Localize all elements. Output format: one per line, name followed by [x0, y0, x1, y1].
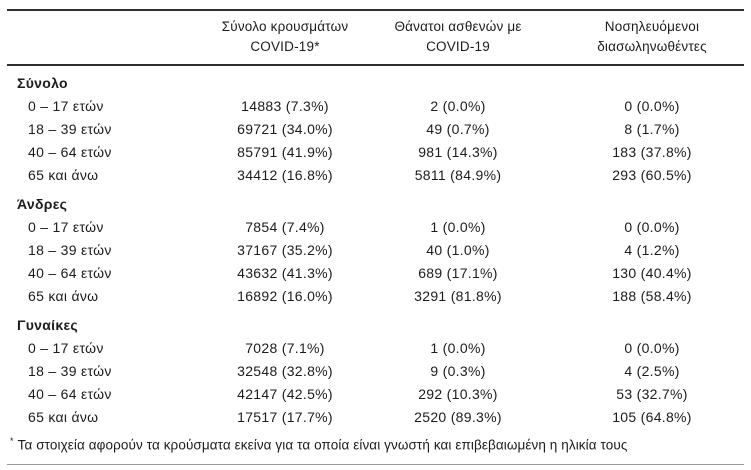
deaths-cell: 1 (0.0%) — [430, 340, 486, 356]
age-group-label: 0 – 17 ετών — [28, 340, 104, 356]
header-intubated-line1: Νοσηλευόμενοι — [604, 19, 700, 34]
deaths-cell: 1 (0.0%) — [430, 219, 486, 235]
cases-cell: 34412 (16.8%) — [237, 167, 333, 183]
deaths-cell: 981 (14.3%) — [418, 144, 498, 160]
header-row: Σύνολο κρουσμάτων COVID-19* Θάνατοι ασθε… — [7, 10, 744, 66]
deaths-cell: 40 (1.0%) — [426, 242, 490, 258]
age-group-label: 40 – 64 ετών — [28, 386, 112, 402]
section-label: Άνδρες — [17, 196, 68, 212]
table-footnote: * Τα στοιχεία αφορούν τα κρούσματα εκείνα… — [7, 429, 744, 465]
deaths-cell: 2 (0.0%) — [430, 98, 486, 114]
covid-age-sex-table: Σύνολο κρουσμάτων COVID-19* Θάνατοι ασθε… — [7, 9, 744, 429]
cases-cell: 7854 (7.4%) — [245, 219, 325, 235]
cases-cell: 85791 (41.9%) — [237, 144, 333, 160]
intubated-cell: 188 (58.4%) — [612, 288, 692, 304]
cases-cell: 69721 (34.0%) — [237, 121, 333, 137]
age-group-label: 40 – 64 ετών — [28, 265, 112, 281]
age-group-label: 65 και άνω — [28, 288, 99, 304]
section-header-total: Σύνολο — [7, 65, 744, 95]
intubated-cell: 0 (0.0%) — [624, 340, 680, 356]
age-group-label: 65 και άνω — [28, 409, 99, 425]
table-header: Σύνολο κρουσμάτων COVID-19* Θάνατοι ασθε… — [7, 10, 744, 66]
section-label: Σύνολο — [17, 75, 68, 91]
intubated-cell: 183 (37.8%) — [612, 144, 692, 160]
intubated-cell: 4 (1.2%) — [624, 242, 680, 258]
intubated-cell: 105 (64.8%) — [612, 409, 692, 425]
header-empty-cell — [7, 10, 214, 66]
intubated-cell: 8 (1.7%) — [624, 121, 680, 137]
table-row: 40 – 64 ετών 85791 (41.9%) 981 (14.3%) 1… — [7, 141, 744, 164]
header-cases-line1: Σύνολο κρουσμάτων — [221, 19, 349, 34]
age-group-label: 40 – 64 ετών — [28, 144, 112, 160]
section-header-women: Γυναίκες — [7, 308, 744, 337]
table-row: 40 – 64 ετών 43632 (41.3%) 689 (17.1%) 1… — [7, 262, 744, 285]
table-row: 0 – 17 ετών 14883 (7.3%) 2 (0.0%) 0 (0.0… — [7, 95, 744, 118]
cases-cell: 16892 (16.0%) — [237, 288, 333, 304]
intubated-cell: 0 (0.0%) — [624, 219, 680, 235]
header-deaths: Θάνατοι ασθενών με COVID-19 — [356, 10, 560, 66]
header-cases: Σύνολο κρουσμάτων COVID-19* — [214, 10, 356, 66]
table-body: Σύνολο 0 – 17 ετών 14883 (7.3%) 2 (0.0%)… — [7, 65, 744, 429]
header-deaths-line1: Θάνατοι ασθενών με — [394, 19, 522, 34]
deaths-cell: 3291 (81.8%) — [414, 288, 502, 304]
cases-cell: 32548 (32.8%) — [237, 363, 333, 379]
age-group-label: 18 – 39 ετών — [28, 242, 112, 258]
table-row: 65 και άνω 16892 (16.0%) 3291 (81.8%) 18… — [7, 285, 744, 308]
table-row: 18 – 39 ετών 69721 (34.0%) 49 (0.7%) 8 (… — [7, 118, 744, 141]
intubated-cell: 130 (40.4%) — [612, 265, 692, 281]
age-group-label: 18 – 39 ετών — [28, 363, 112, 379]
intubated-cell: 4 (2.5%) — [624, 363, 680, 379]
table-row: 65 και άνω 17517 (17.7%) 2520 (89.3%) 10… — [7, 406, 744, 429]
age-group-label: 0 – 17 ετών — [28, 98, 104, 114]
deaths-cell: 2520 (89.3%) — [414, 409, 502, 425]
table-row: 0 – 17 ετών 7028 (7.1%) 1 (0.0%) 0 (0.0%… — [7, 337, 744, 360]
cases-cell: 42147 (42.5%) — [237, 386, 333, 402]
table-row: 40 – 64 ετών 42147 (42.5%) 292 (10.3%) 5… — [7, 383, 744, 406]
deaths-cell: 292 (10.3%) — [418, 386, 498, 402]
table-row: 18 – 39 ετών 32548 (32.8%) 9 (0.3%) 4 (2… — [7, 360, 744, 383]
header-cases-line2: COVID-19* — [250, 39, 320, 54]
cases-cell: 7028 (7.1%) — [245, 340, 325, 356]
section-header-men: Άνδρες — [7, 187, 744, 216]
section-label: Γυναίκες — [17, 317, 78, 333]
cases-cell: 14883 (7.3%) — [241, 98, 329, 114]
age-group-label: 0 – 17 ετών — [28, 219, 104, 235]
cases-cell: 17517 (17.7%) — [237, 409, 333, 425]
header-intubated-line2: διασωληνωθέντες — [597, 39, 707, 54]
footnote-text: Τα στοιχεία αφορούν τα κρούσματα εκείνα … — [17, 437, 628, 453]
cases-cell: 43632 (41.3%) — [237, 265, 333, 281]
age-group-label: 65 και άνω — [28, 167, 99, 183]
table-row: 18 – 39 ετών 37167 (35.2%) 40 (1.0%) 4 (… — [7, 239, 744, 262]
age-group-label: 18 – 39 ετών — [28, 121, 112, 137]
deaths-cell: 5811 (84.9%) — [414, 167, 502, 183]
intubated-cell: 53 (32.7%) — [616, 386, 688, 402]
header-deaths-line2: COVID-19 — [426, 39, 490, 54]
table-row: 65 και άνω 34412 (16.8%) 5811 (84.9%) 29… — [7, 164, 744, 187]
footnote-asterisk-marker: * — [10, 436, 14, 446]
intubated-cell: 293 (60.5%) — [612, 167, 692, 183]
deaths-cell: 49 (0.7%) — [426, 121, 490, 137]
covid-age-sex-table-wrap: Σύνολο κρουσμάτων COVID-19* Θάνατοι ασθε… — [7, 9, 744, 465]
cases-cell: 37167 (35.2%) — [237, 242, 333, 258]
deaths-cell: 689 (17.1%) — [418, 265, 498, 281]
intubated-cell: 0 (0.0%) — [624, 98, 680, 114]
table-row: 0 – 17 ετών 7854 (7.4%) 1 (0.0%) 0 (0.0%… — [7, 216, 744, 239]
deaths-cell: 9 (0.3%) — [430, 363, 486, 379]
header-intubated: Νοσηλευόμενοι διασωληνωθέντες — [560, 10, 744, 66]
